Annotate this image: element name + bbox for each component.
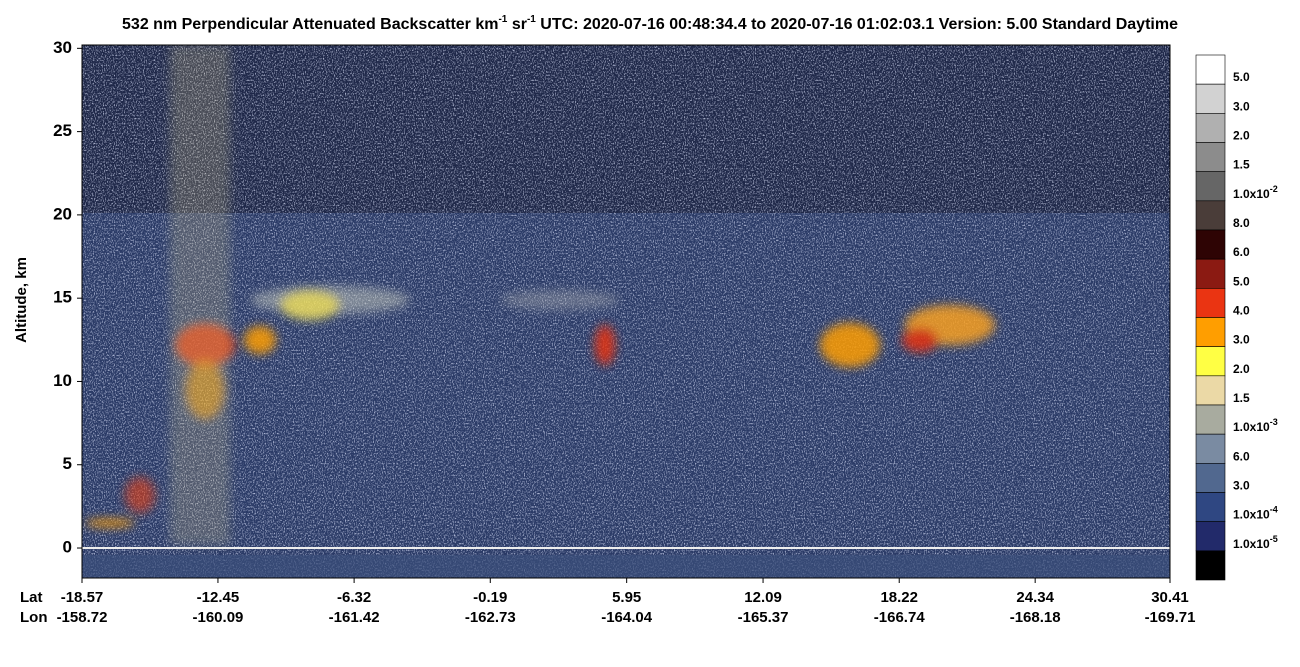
lon-label: Lon (20, 609, 48, 626)
colorbar-swatch (1195, 550, 1226, 581)
colorbar-tick-label: 8.0 (1233, 216, 1250, 230)
colorbar-exponent: -3 (1270, 418, 1278, 428)
title-part: -1 (527, 14, 536, 25)
y-axis-label: Altitude, km (13, 257, 30, 343)
colorbar-label: 2.0 (1233, 129, 1250, 143)
colorbar-exponent: -2 (1270, 184, 1278, 194)
colorbar-swatch (1195, 404, 1226, 435)
plot-frame (81, 44, 1171, 579)
colorbar-exponent: -5 (1270, 534, 1278, 544)
colorbar-swatch (1195, 258, 1226, 289)
lon-tick-label: -160.09 (193, 609, 244, 626)
lon-tick-label: -158.72 (57, 609, 108, 626)
colorbar-swatch (1195, 229, 1226, 260)
lon-tick-label: -169.71 (1145, 609, 1196, 626)
lat-tick-label: -18.57 (61, 589, 104, 606)
lon-tick-label: -165.37 (738, 609, 789, 626)
lat-tick-label: -12.45 (197, 589, 240, 606)
y-tick-label: 30 (53, 38, 72, 57)
colorbar-label: 4.0 (1233, 304, 1250, 318)
backscatter-image (82, 45, 1170, 578)
colorbar-tick-label: 3.0 (1233, 100, 1250, 114)
colorbar-swatch (1195, 171, 1226, 202)
colorbar-label: 1.5 (1233, 158, 1250, 172)
colorbar-tick-label: 5.0 (1233, 275, 1250, 289)
lat-tick-label: 18.22 (880, 589, 918, 606)
colorbar-label: 3.0 (1233, 100, 1250, 114)
colorbar-swatch (1195, 142, 1226, 172)
colorbar-tick-label: 3.0 (1233, 333, 1250, 347)
lat-tick-label: 12.09 (744, 589, 782, 606)
colorbar-tick-label: 1.5 (1233, 158, 1250, 172)
colorbar-swatch (1195, 200, 1226, 231)
lat-tick-label: -0.19 (473, 589, 507, 606)
colorbar-label: 5.0 (1233, 70, 1250, 84)
colorbar-label: 1.0x10 (1233, 508, 1270, 522)
y-tick-label: 20 (53, 204, 72, 223)
colorbar-tick-label: 2.0 (1233, 129, 1250, 143)
title-part: sr (507, 16, 527, 33)
colorbar-label: 2.0 (1233, 362, 1250, 376)
colorbar-swatch (1195, 521, 1226, 552)
y-tick-label: 5 (63, 454, 72, 473)
colorbar-label: 1.5 (1233, 391, 1250, 405)
colorbar-swatch (1195, 375, 1226, 406)
lon-tick-label: -168.18 (1010, 609, 1061, 626)
colorbar-tick-label: 1.0x10-2 (1233, 184, 1278, 201)
colorbar-tick-label: 1.0x10-4 (1233, 505, 1278, 522)
colorbar-tick-label: 1.0x10-5 (1233, 534, 1278, 551)
lat-label: Lat (20, 589, 43, 606)
colorbar-label: 5.0 (1233, 275, 1250, 289)
colorbar-swatch (1195, 288, 1226, 318)
colorbar-tick-label: 6.0 (1233, 450, 1250, 464)
colorbar-swatch (1195, 83, 1226, 114)
y-tick-label: 25 (53, 121, 72, 140)
colorbar-swatch (1195, 463, 1226, 493)
colorbar-swatch (1195, 113, 1226, 143)
lat-tick-label: 24.34 (1016, 589, 1054, 606)
y-tick-label: 10 (53, 371, 72, 390)
y-tick-label: 15 (53, 288, 72, 307)
chart-title: 532 nm Perpendicular Attenuated Backscat… (122, 14, 1178, 33)
lon-tick-label: -161.42 (329, 609, 380, 626)
lat-tick-label: -6.32 (337, 589, 371, 606)
colorbar-label: 8.0 (1233, 216, 1250, 230)
lat-tick-label: 30.41 (1151, 589, 1189, 606)
colorbar-tick-label: 1.5 (1233, 391, 1250, 405)
colorbar-tick-label: 2.0 (1233, 362, 1250, 376)
colorbar-tick-label: 6.0 (1233, 245, 1250, 259)
colorbar-swatch (1195, 433, 1226, 464)
colorbar-tick-label: 1.0x10-3 (1233, 418, 1278, 435)
colorbar-label: 6.0 (1233, 450, 1250, 464)
colorbar-tick-label: 3.0 (1233, 479, 1250, 493)
colorbar-label: 3.0 (1233, 479, 1250, 493)
colorbar-label: 1.0x10 (1233, 420, 1270, 434)
colorbar-swatch (1195, 54, 1226, 85)
colorbar-label: 1.0x10 (1233, 187, 1270, 201)
colorbar-label: 3.0 (1233, 333, 1250, 347)
y-tick-label: 0 (63, 538, 72, 557)
colorbar-exponent: -4 (1270, 505, 1278, 515)
colorbar-tick-label: 5.0 (1233, 70, 1250, 84)
title-part: 532 nm Perpendicular Attenuated Backscat… (122, 16, 498, 33)
lat-tick-label: 5.95 (612, 589, 641, 606)
colorbar-label: 1.0x10 (1233, 537, 1270, 551)
lon-tick-label: -162.73 (465, 609, 516, 626)
title-part: UTC: 2020-07-16 00:48:34.4 to 2020-07-16… (536, 16, 1178, 33)
colorbar-swatch (1195, 317, 1226, 347)
colorbar-swatch (1195, 492, 1226, 522)
lon-tick-label: -166.74 (874, 609, 926, 626)
colorbar-swatch (1195, 346, 1226, 377)
colorbar: 5.03.02.01.51.0x10-28.06.05.04.03.02.01.… (1195, 54, 1278, 581)
colorbar-label: 6.0 (1233, 245, 1250, 259)
colorbar-tick-label: 4.0 (1233, 304, 1250, 318)
lon-tick-label: -164.04 (601, 609, 653, 626)
title-part: -1 (498, 14, 507, 25)
